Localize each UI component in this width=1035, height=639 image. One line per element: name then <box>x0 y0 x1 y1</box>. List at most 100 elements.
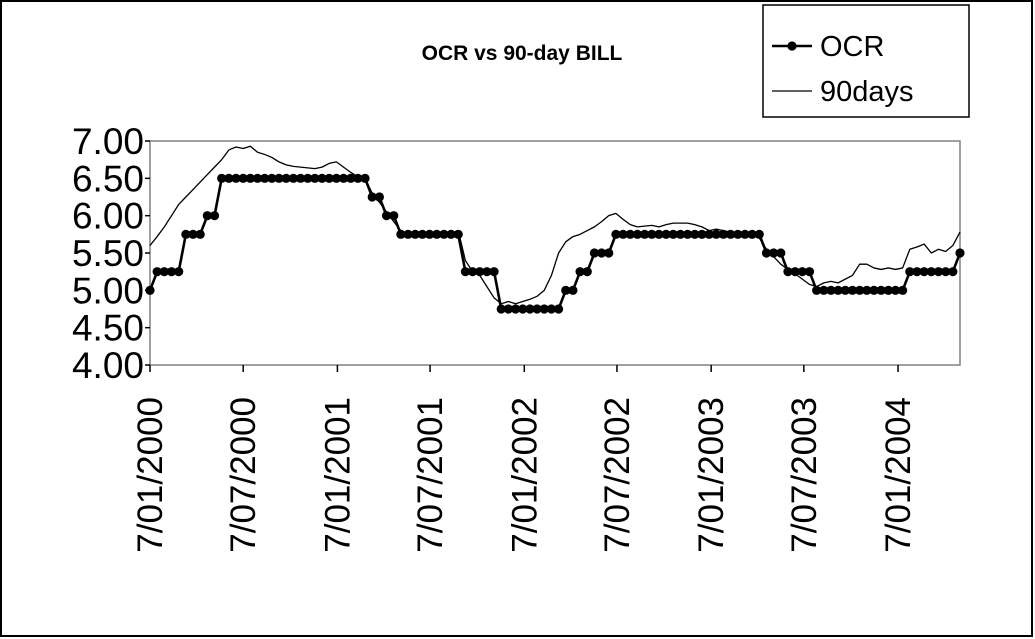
point <box>683 229 693 239</box>
point <box>288 173 298 183</box>
point <box>812 285 822 295</box>
point <box>898 285 908 295</box>
point <box>926 267 936 277</box>
chart-title: OCR vs 90-day BILL <box>422 42 623 65</box>
point <box>546 304 557 314</box>
point <box>740 229 750 239</box>
point <box>869 285 879 295</box>
point <box>618 229 628 239</box>
point <box>761 248 772 258</box>
legend-label: OCR <box>820 31 884 63</box>
point <box>338 173 349 183</box>
point <box>912 267 922 277</box>
point <box>589 248 600 258</box>
x-tick-label: 7/01/2000 <box>131 397 170 553</box>
point <box>553 304 564 314</box>
point <box>955 248 965 258</box>
legend-label: 90days <box>820 76 914 108</box>
point <box>252 173 263 183</box>
point <box>790 267 800 277</box>
x-tick-label: 7/01/2004 <box>879 397 918 553</box>
point <box>310 173 320 183</box>
point <box>654 229 664 239</box>
point <box>510 304 521 314</box>
point <box>202 211 212 221</box>
point <box>933 267 944 277</box>
y-tick-label: 6.50 <box>72 158 144 199</box>
point <box>769 248 779 258</box>
point <box>503 304 514 314</box>
point <box>640 229 650 239</box>
point <box>460 267 470 277</box>
point <box>883 285 893 295</box>
series-line <box>149 145 961 305</box>
point <box>145 285 155 295</box>
point <box>668 229 678 239</box>
point <box>245 173 255 183</box>
point <box>453 229 463 239</box>
y-tick-label: 5.50 <box>72 233 144 274</box>
point <box>496 304 506 314</box>
point <box>718 229 729 239</box>
point <box>804 267 815 277</box>
point <box>532 304 542 314</box>
point <box>539 304 549 314</box>
point <box>847 285 858 295</box>
point <box>188 229 198 239</box>
point <box>525 304 535 314</box>
point <box>647 229 657 239</box>
point <box>876 285 886 295</box>
point <box>855 285 865 295</box>
point <box>948 267 958 277</box>
point <box>181 229 191 239</box>
point <box>174 267 184 277</box>
point <box>260 173 270 183</box>
point <box>890 285 901 295</box>
x-tick-label: 7/01/2001 <box>318 397 357 553</box>
point <box>690 229 700 239</box>
point <box>582 267 592 277</box>
point <box>238 173 248 183</box>
legend-box <box>762 4 970 118</box>
point <box>274 173 284 183</box>
point <box>166 267 177 277</box>
point <box>381 211 392 221</box>
point <box>303 173 313 183</box>
point <box>625 229 635 239</box>
x-tick-label: 7/01/2003 <box>692 397 731 553</box>
y-tick-label: 4.50 <box>72 308 144 349</box>
point <box>611 229 621 239</box>
point <box>776 248 786 258</box>
point <box>833 285 843 295</box>
point <box>224 173 234 183</box>
point <box>374 192 384 202</box>
y-tick-label: 6.00 <box>72 196 144 237</box>
x-tick-label: 7/01/2002 <box>505 397 544 553</box>
x-tick-label: 7/07/2000 <box>224 397 263 553</box>
point <box>267 173 277 183</box>
point <box>281 173 291 183</box>
point <box>941 267 951 277</box>
point <box>575 267 585 277</box>
point <box>159 267 169 277</box>
point <box>561 285 571 295</box>
point <box>346 173 356 183</box>
point <box>675 229 686 239</box>
point <box>295 173 306 183</box>
point <box>661 229 671 239</box>
point <box>367 192 377 202</box>
point <box>704 229 714 239</box>
point <box>518 304 528 314</box>
point <box>389 211 399 221</box>
point <box>195 229 205 239</box>
point <box>209 211 220 221</box>
point <box>711 229 721 239</box>
point <box>604 248 614 258</box>
point <box>632 229 643 239</box>
point <box>217 173 227 183</box>
point <box>432 229 442 239</box>
point <box>862 285 872 295</box>
point <box>231 173 241 183</box>
